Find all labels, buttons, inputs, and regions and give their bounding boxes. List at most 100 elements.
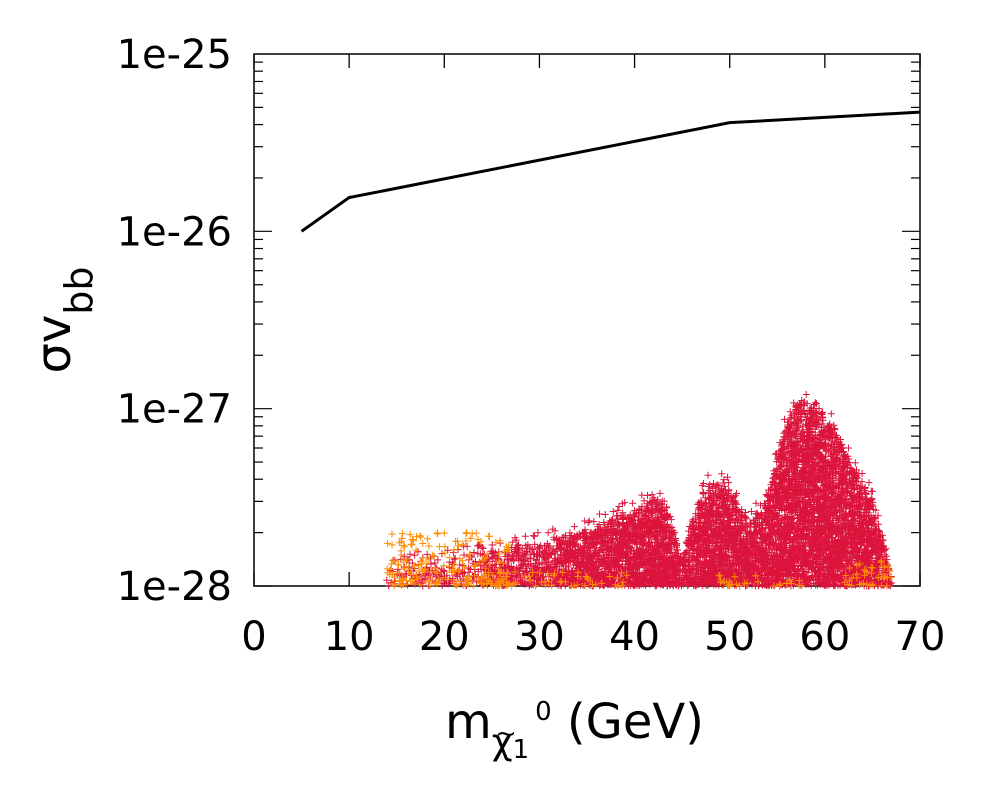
scatter-red-point [463,542,471,550]
scatter-red-point [451,554,459,562]
scatter-red-point [551,527,559,535]
scatter-red-point [434,556,442,564]
scatter-red-point [585,517,593,525]
scatter-red-point [387,578,395,586]
scatter-red-point [411,551,419,559]
scatter-red-point [470,549,478,557]
scatter-red-point [584,518,592,526]
scatter-red-point [648,491,656,499]
scatter-red-point [600,539,608,547]
scatter-red-point [752,499,760,507]
scatter-red-point [521,532,529,540]
scatter-red-point [654,496,662,504]
scatter-red-point [522,550,530,558]
y-tick-labels: 1e-28 1e-27 1e-26 1e-25 [117,32,232,610]
scatter-red-point [534,529,542,537]
scatter-red-point [405,563,413,571]
scatter-red-point [570,523,578,531]
scatter-red-point [594,551,602,559]
scatter-red-point [699,488,707,496]
scatter-red-point [427,560,435,568]
scatter-red-point [529,532,537,540]
y-tick-label: 1e-28 [117,564,232,610]
scatter-red-point [532,557,540,565]
y-tick-label: 1e-26 [117,209,232,255]
scatter-red-point [638,506,646,514]
x-tick-labels: 0 10 20 30 40 50 60 70 [241,614,945,660]
x-tick-label: 70 [895,614,946,660]
scatter-red-point [555,565,563,573]
scatter-red-point [654,514,662,522]
scatter-red-point [539,574,547,582]
scatter-red-point [552,548,560,556]
scatter-red-point [530,532,538,540]
scatter-red-point [478,543,486,551]
scatter-red-points [383,390,895,590]
scatter-red-point [619,544,627,552]
scatter-red-point [546,542,554,550]
scatter-red-point [460,551,468,559]
y-tick-label: 1e-25 [117,32,232,78]
y-tick-label: 1e-27 [117,387,232,433]
scatter-red-point [465,568,473,576]
scatter-red-point [514,541,522,549]
scatter-red-point [644,492,652,500]
scatter-red-point [419,582,427,590]
x-tick-label: 20 [419,614,470,660]
scatter-red-point [423,550,431,558]
scatter-red-point [479,545,487,553]
scatter-red-point [475,542,483,550]
scatter-red-point [540,560,548,568]
scatter-red-point [592,543,600,551]
scatter-red-point [491,548,499,556]
scatter-red-point [573,535,581,543]
scatter-red-point [725,479,733,487]
scatter-red-point [625,526,633,534]
scatter-red-point [704,471,712,479]
scatter-red-point [556,538,564,546]
scatter-red-point [438,581,446,589]
x-tick-label: 0 [241,614,266,660]
x-tick-label: 30 [514,614,565,660]
scatter-red-point [566,557,574,565]
scatter-red-point [601,510,609,518]
scatter-red-point [545,544,553,552]
scatter-red-point [589,562,597,570]
scatter-red-point [629,499,637,507]
scatter-red-point [609,508,617,516]
scatter-red-point [648,511,656,519]
scatter-red-point [647,510,655,518]
scatter-red-point [544,529,552,537]
scatter-red-point [535,545,543,553]
scatter-red-point [406,550,414,558]
scatter-red-point [514,542,522,550]
scatter-red-point [521,556,529,564]
scatter-red-point [383,576,391,584]
scatter-red-point [390,556,398,564]
scatter-red-point [515,573,523,581]
scatter-red-point [565,537,573,545]
scatter-red-point [536,543,544,551]
scatter-red-point [473,578,481,586]
scatter-red-point [550,563,558,571]
scatter-red-point [645,513,653,521]
scatter-red-point [621,499,629,507]
scatter-red-point [590,518,598,526]
scatter-red-point [640,497,648,505]
scatter-red-point [477,565,485,573]
scatter-red-point [656,489,664,497]
scatter-red-point [449,549,457,557]
x-tick-label: 10 [324,614,375,660]
scatter-red-point [581,526,589,534]
x-tick-label: 60 [799,614,850,660]
x-tick-label: 50 [704,614,755,660]
scatter-red-point [488,541,496,549]
scatter-red-point [565,563,573,571]
scatter-red-point [414,548,422,556]
scatter-red-point [512,536,520,544]
x-tick-label: 40 [609,614,660,660]
scatter-red-point [400,552,408,560]
scatter-red-point [636,544,644,552]
scatter-red-point [471,565,479,573]
